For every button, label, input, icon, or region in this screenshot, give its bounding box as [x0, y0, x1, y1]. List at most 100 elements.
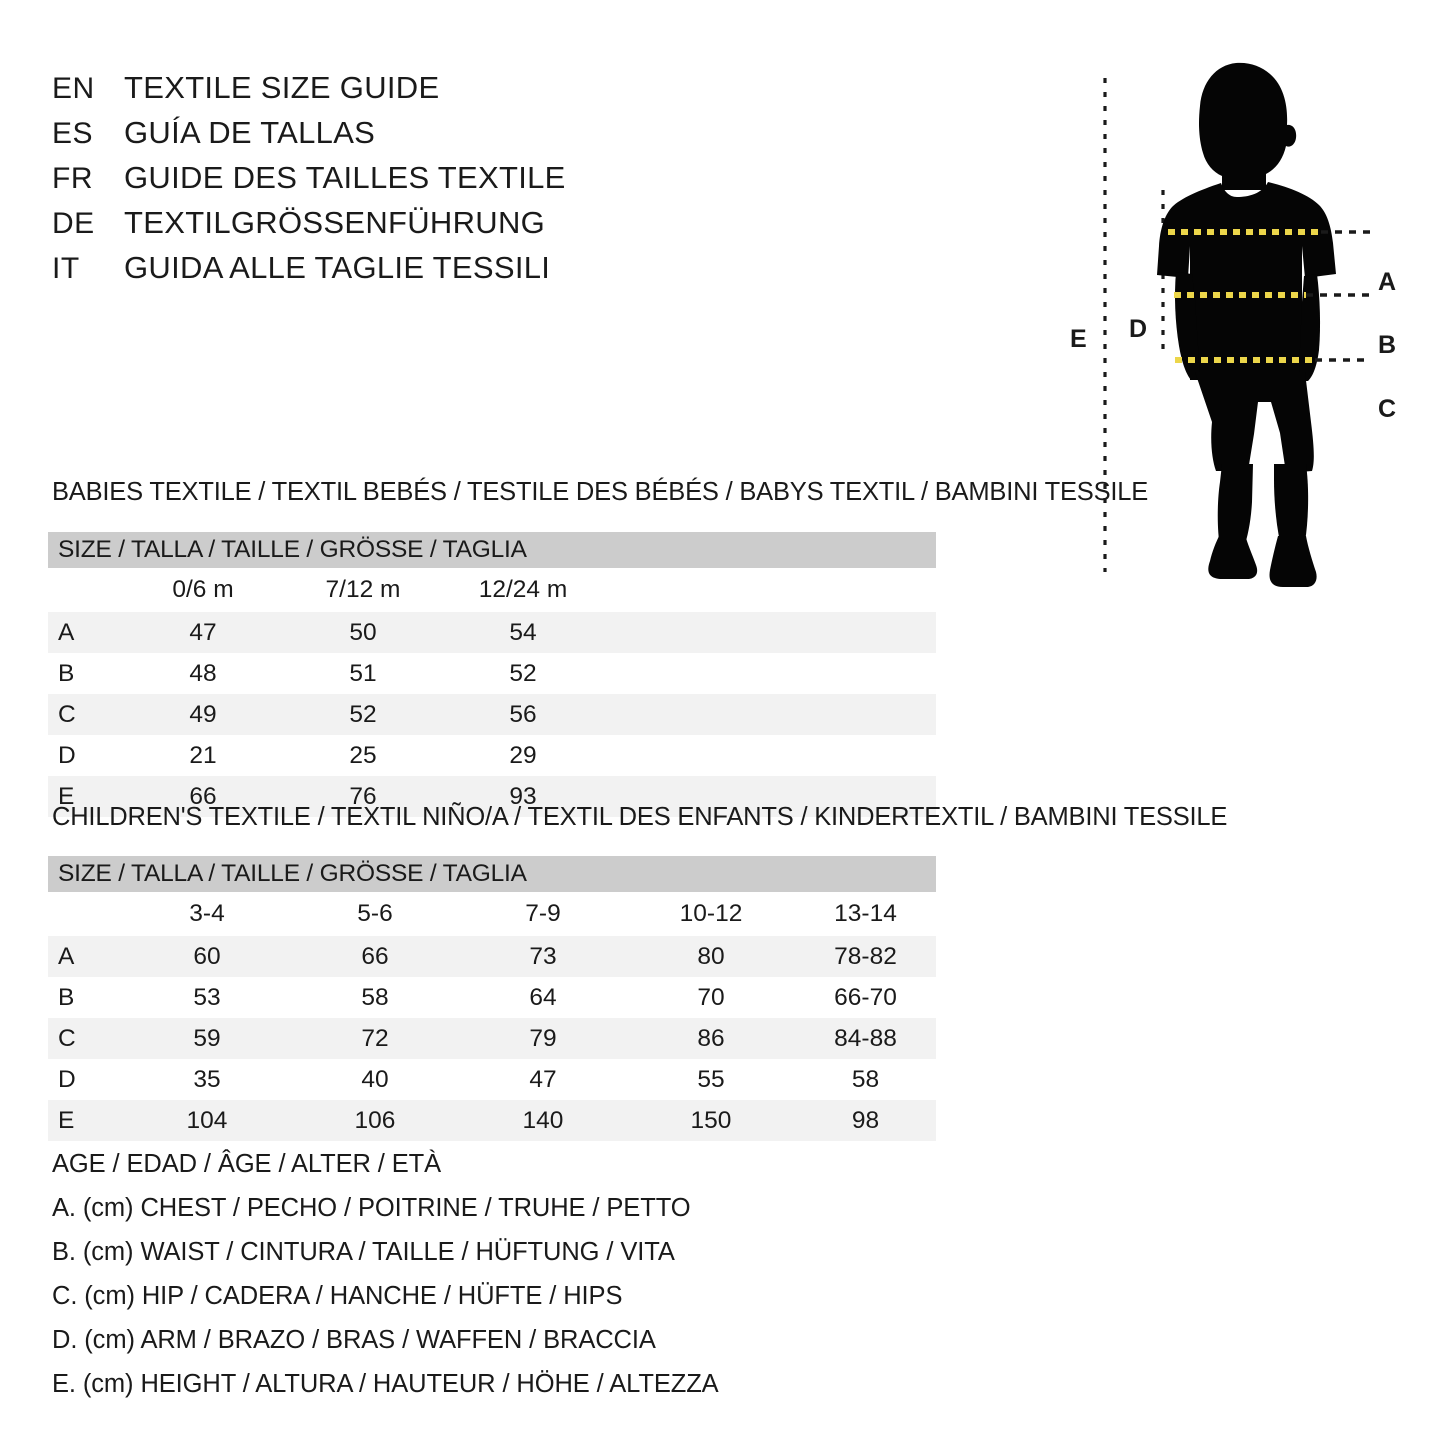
figure-label-c: C	[1378, 395, 1397, 423]
children-column-header: 3-4	[123, 892, 291, 936]
legend-line-c-hip: C. (cm) HIP / CADERA / HANCHE / HÜFTE / …	[52, 1282, 623, 1310]
language-title: TEXTILE SIZE GUIDE	[124, 70, 440, 105]
table-row: A 60 66 73 80 78-82	[48, 936, 936, 977]
babies-empty-cell	[603, 568, 937, 612]
size-reference-figure: E D A B C	[1040, 50, 1445, 590]
cell-value: 59	[123, 1018, 291, 1059]
language-title-block: EN TEXTILE SIZE GUIDE ES GUÍA DE TALLAS …	[52, 70, 692, 295]
row-label: E	[48, 1100, 123, 1141]
cell-value: 21	[123, 735, 283, 776]
cell-value: 40	[291, 1059, 459, 1100]
cell-value: 104	[123, 1100, 291, 1141]
babies-section-heading: BABIES TEXTILE / TEXTIL BEBÉS / TESTILE …	[52, 478, 1149, 506]
language-row-en: EN TEXTILE SIZE GUIDE	[52, 70, 692, 115]
cell-value: 47	[123, 612, 283, 653]
row-label: D	[48, 1059, 123, 1100]
row-label: D	[48, 735, 123, 776]
cell-value: 66	[291, 936, 459, 977]
children-size-bar-label: SIZE / TALLA / TAILLE / GRÖSSE / TAGLIA	[48, 856, 936, 892]
table-row: D 35 40 47 55 58	[48, 1059, 936, 1100]
row-label: C	[48, 694, 123, 735]
cell-value: 140	[459, 1100, 627, 1141]
legend-line-e-height: E. (cm) HEIGHT / ALTURA / HAUTEUR / HÖHE…	[52, 1370, 719, 1398]
cell-value: 56	[443, 694, 603, 735]
cell-value: 47	[459, 1059, 627, 1100]
language-code: ES	[52, 117, 94, 150]
children-column-header-row: 3-4 5-6 7-9 10-12 13-14	[48, 892, 936, 936]
language-title: GUIDA ALLE TAGLIE TESSILI	[124, 250, 551, 285]
cell-value: 58	[795, 1059, 936, 1100]
language-row-es: ES GUÍA DE TALLAS	[52, 115, 692, 160]
cell-value: 51	[283, 653, 443, 694]
table-row: A 47 50 54	[48, 612, 937, 653]
language-row-de: DE TEXTILGRÖSSENFÜHRUNG	[52, 205, 692, 250]
row-label: B	[48, 653, 123, 694]
cell-value: 55	[627, 1059, 795, 1100]
language-code: DE	[52, 207, 95, 240]
cell-value: 66	[123, 776, 283, 817]
table-row: C 59 72 79 86 84-88	[48, 1018, 936, 1059]
children-column-header: 7-9	[459, 892, 627, 936]
cell-empty	[603, 694, 937, 735]
cell-value: 60	[123, 936, 291, 977]
children-corner-cell	[48, 892, 123, 936]
measurement-legend: AGE / EDAD / ÂGE / ALTER / ETÀ A. (cm) C…	[52, 1142, 719, 1406]
legend-line-a-chest: A. (cm) CHEST / PECHO / POITRINE / TRUHE…	[52, 1194, 691, 1222]
language-code: IT	[52, 252, 80, 285]
figure-label-d: D	[1129, 315, 1148, 343]
table-row: D 21 25 29	[48, 735, 937, 776]
cell-value: 52	[443, 653, 603, 694]
babies-column-header: 7/12 m	[283, 568, 443, 612]
cell-value: 58	[291, 977, 459, 1018]
cell-value: 79	[459, 1018, 627, 1059]
child-silhouette-body	[1157, 62, 1336, 587]
row-label: A	[48, 936, 123, 977]
babies-size-bar-row: SIZE / TALLA / TAILLE / GRÖSSE / TAGLIA	[48, 532, 937, 568]
row-label: B	[48, 977, 123, 1018]
cell-value: 53	[123, 977, 291, 1018]
child-silhouette-diagram	[1103, 62, 1370, 587]
cell-value: 73	[459, 936, 627, 977]
cell-value: 86	[627, 1018, 795, 1059]
table-row: E 104 106 140 150 98	[48, 1100, 936, 1141]
row-label: A	[48, 612, 123, 653]
cell-value: 106	[291, 1100, 459, 1141]
table-row: B 48 51 52	[48, 653, 937, 694]
cell-value: 49	[123, 694, 283, 735]
language-row-it: IT GUIDA ALLE TAGLIE TESSILI	[52, 250, 692, 295]
babies-corner-cell	[48, 568, 123, 612]
cell-value: 54	[443, 612, 603, 653]
cell-empty	[603, 735, 937, 776]
cell-value: 64	[459, 977, 627, 1018]
figure-label-b: B	[1378, 331, 1397, 359]
language-code: FR	[52, 162, 93, 195]
row-label: E	[48, 776, 123, 817]
language-title: TEXTILGRÖSSENFÜHRUNG	[124, 205, 546, 240]
children-size-table: SIZE / TALLA / TAILLE / GRÖSSE / TAGLIA …	[48, 856, 936, 1141]
cell-value: 72	[291, 1018, 459, 1059]
children-size-bar-row: SIZE / TALLA / TAILLE / GRÖSSE / TAGLIA	[48, 856, 936, 892]
cell-value: 78-82	[795, 936, 936, 977]
language-row-fr: FR GUIDE DES TAILLES TEXTILE	[52, 160, 692, 205]
table-row: C 49 52 56	[48, 694, 937, 735]
row-label: C	[48, 1018, 123, 1059]
cell-value: 70	[627, 977, 795, 1018]
cell-empty	[603, 653, 937, 694]
babies-column-header: 0/6 m	[123, 568, 283, 612]
children-column-header: 10-12	[627, 892, 795, 936]
figure-label-e: E	[1070, 325, 1087, 353]
children-section-heading: CHILDREN'S TEXTILE / TEXTIL NIÑO/A / TEX…	[52, 803, 1228, 831]
cell-value: 35	[123, 1059, 291, 1100]
cell-value: 25	[283, 735, 443, 776]
babies-column-header-row: 0/6 m 7/12 m 12/24 m	[48, 568, 937, 612]
cell-value: 50	[283, 612, 443, 653]
cell-value: 29	[443, 735, 603, 776]
cell-empty	[603, 612, 937, 653]
cell-empty	[603, 776, 937, 817]
cell-value: 66-70	[795, 977, 936, 1018]
table-row: E 66 76 93	[48, 776, 937, 817]
cell-value: 150	[627, 1100, 795, 1141]
babies-size-bar-label: SIZE / TALLA / TAILLE / GRÖSSE / TAGLIA	[48, 532, 937, 568]
cell-value: 52	[283, 694, 443, 735]
figure-label-a: A	[1378, 268, 1397, 296]
